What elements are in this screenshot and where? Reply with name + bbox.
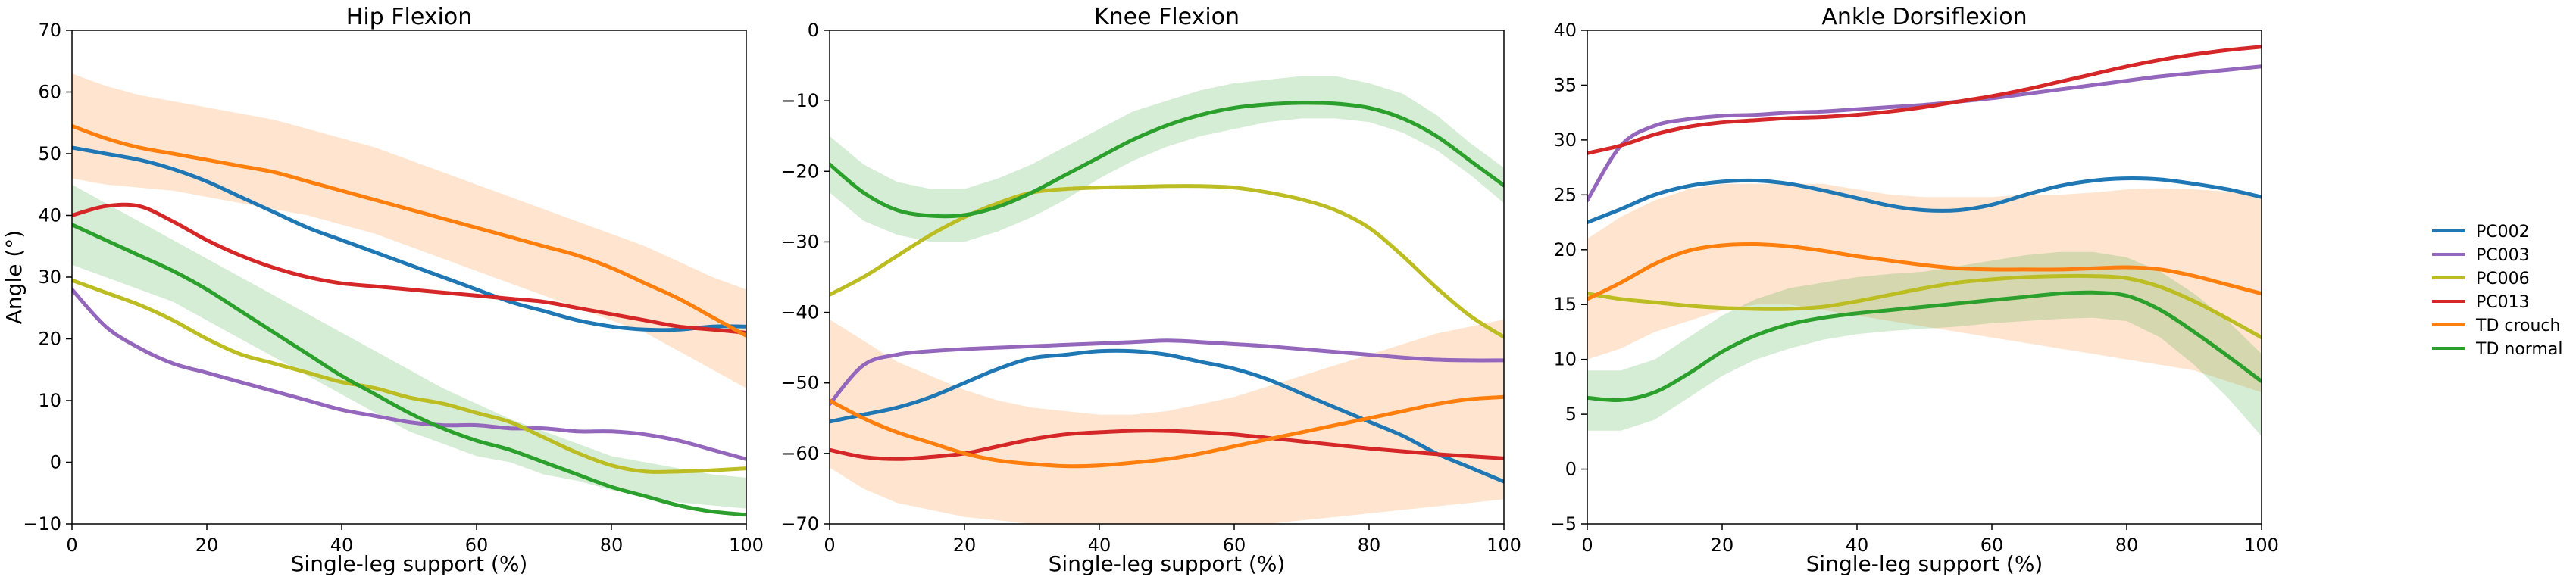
band-td-normal (1587, 251, 2262, 437)
y-tick-label: 20 (38, 329, 61, 350)
series-line-pc003 (1587, 64, 2262, 203)
x-tick-label: 20 (1711, 535, 1734, 556)
chart-title: Hip Flexion (346, 4, 472, 30)
legend-label: TD normal (2475, 340, 2562, 359)
y-tick-label: 25 (1553, 184, 1577, 205)
legend-item-td-normal: TD normal (2432, 340, 2562, 359)
x-tick-label: 60 (1980, 535, 2004, 556)
y-tick-label: −20 (780, 161, 819, 182)
legend-item-td-crouch: TD crouch (2432, 316, 2560, 335)
chart-title: Ankle Dorsiflexion (1821, 4, 2027, 30)
x-tick-label: 80 (600, 535, 624, 556)
x-tick-label: 0 (1581, 535, 1593, 556)
y-tick-label: 50 (38, 143, 61, 164)
plot-area (830, 76, 1504, 524)
series-line-pc006 (72, 278, 746, 474)
series-line-td-normal (830, 101, 1504, 219)
panel-knee-flexion: 0 20 40 60 80 100 −70 −60 −50 −40 −30 −20 −10 0 Knee F… (780, 4, 1521, 576)
x-tick-label: 40 (1088, 535, 1111, 556)
series-line-td-crouch (1587, 242, 2262, 301)
series-line-td-crouch (72, 123, 746, 338)
y-tick-label: 0 (1565, 459, 1577, 480)
y-tick-label: −40 (780, 302, 819, 323)
x-axis-label: Single-leg support (%) (1806, 551, 2043, 576)
y-tick-label: 5 (1565, 404, 1577, 425)
x-tick-label: 40 (330, 535, 354, 556)
series-line-pc013 (1587, 45, 2262, 155)
y-tick-label: 10 (38, 390, 61, 411)
legend-label: PC002 (2476, 223, 2530, 242)
series-line-pc006 (1587, 273, 2262, 340)
x-tick-label: 100 (729, 535, 764, 556)
x-tick-label: 100 (2244, 535, 2279, 556)
y-tick-label: 40 (1553, 20, 1577, 41)
y-tick-label: −50 (780, 373, 819, 394)
series-line-pc002 (72, 145, 746, 332)
y-tick-label: −70 (780, 513, 819, 535)
legend-label: PC003 (2476, 246, 2530, 265)
y-tick-label: 10 (1553, 349, 1577, 370)
y-tick-label: 40 (38, 205, 61, 226)
y-tick-label: 30 (38, 267, 61, 288)
x-tick-label: 20 (195, 535, 219, 556)
series-line-pc003 (830, 338, 1504, 407)
legend-item-pc013: PC013 (2432, 293, 2530, 312)
series-line-pc002 (1587, 176, 2262, 225)
series-line-pc003 (72, 287, 746, 461)
x-axis-label: Single-leg support (%) (291, 551, 528, 576)
legend-label: PC006 (2476, 270, 2530, 288)
y-tick-label: 20 (1553, 239, 1577, 260)
legend: PC002 PC003 PC006 PC013 TD crouch TD normal (2432, 223, 2562, 359)
series-line-td-crouch (830, 394, 1504, 469)
y-tick-label: −60 (780, 443, 819, 464)
plot-area (72, 73, 746, 517)
x-tick-label: 0 (66, 535, 77, 556)
plot-frame (1587, 30, 2262, 525)
y-tick-label: −30 (780, 231, 819, 252)
x-tick-label: 60 (465, 535, 489, 556)
series-line-pc006 (830, 184, 1504, 339)
x-tick-label: 80 (2115, 535, 2139, 556)
band-td-normal (72, 184, 746, 509)
y-tick-label: 70 (38, 20, 61, 41)
y-tick-label: 60 (38, 82, 61, 103)
legend-label: TD crouch (2475, 316, 2560, 335)
plot-area (1587, 45, 2262, 437)
x-tick-label: 0 (824, 535, 835, 556)
x-axis-label: Single-leg support (%) (1049, 551, 1286, 576)
legend-item-pc006: PC006 (2432, 270, 2530, 288)
y-axis-label: Angle (°) (2, 230, 27, 324)
y-tick-label: −5 (1550, 513, 1577, 535)
y-tick-label: 0 (50, 452, 61, 473)
x-tick-label: 20 (953, 535, 977, 556)
x-tick-label: 80 (1358, 535, 1381, 556)
x-tick-label: 100 (1487, 535, 1521, 556)
x-tick-label: 60 (1223, 535, 1246, 556)
series-line-td-normal (72, 223, 746, 517)
chart-title: Knee Flexion (1094, 4, 1240, 30)
legend-label: PC013 (2476, 293, 2530, 312)
y-tick-label: −10 (23, 513, 61, 535)
y-tick-label: 15 (1553, 294, 1577, 315)
series-line-pc013 (830, 429, 1504, 461)
y-tick-label: 35 (1553, 74, 1577, 95)
band-td-crouch (72, 73, 746, 388)
legend-item-pc002: PC002 (2432, 223, 2530, 242)
y-tick-label: −10 (780, 90, 819, 111)
series-line-td-normal (1587, 290, 2262, 403)
y-tick-label: 0 (808, 20, 819, 41)
series-line-pc002 (830, 348, 1504, 484)
y-tick-label: 30 (1553, 129, 1577, 151)
band-td-crouch (830, 319, 1504, 524)
band-td-normal (830, 76, 1504, 242)
series-line-pc013 (72, 202, 746, 335)
x-tick-label: 40 (1846, 535, 1869, 556)
plot-frame (829, 30, 1505, 525)
legend-item-pc003: PC003 (2432, 246, 2530, 265)
